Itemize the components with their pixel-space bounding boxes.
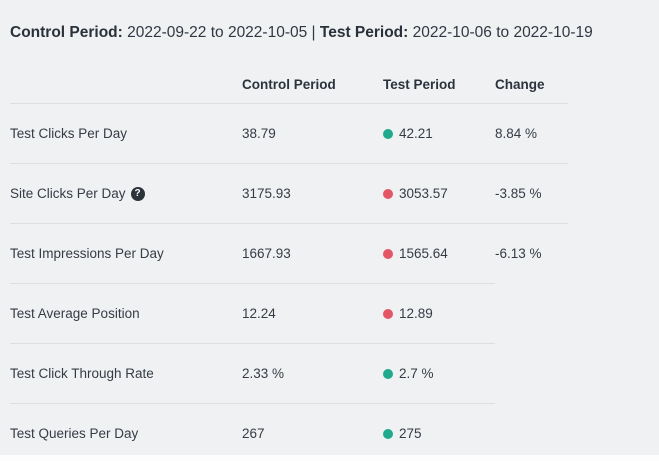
period-header: Control Period: 2022-09-22 to 2022-10-05… [0,0,659,44]
row-divider [10,343,495,344]
row-divider [10,163,568,164]
change-value: 8.84 % [495,126,538,141]
help-icon[interactable]: ? [130,186,145,201]
trend-dot-icon [383,428,393,439]
control-value: 2.33 % [242,366,285,381]
test-value-cell: 2.7 % [383,366,495,381]
table-row: Test Click Through Rate 2.33 % 2.7 % [10,344,568,403]
trend-dot-icon [383,188,393,199]
metric-label: Site Clicks Per Day [10,186,126,201]
table-row: Test Clicks Per Day 38.79 42.21 8.84 % [10,104,568,163]
control-value: 38.79 [242,126,276,141]
test-value-cell: 1565.64 [383,246,495,261]
test-value: 1565.64 [399,246,448,261]
metric-cell: Test Impressions Per Day [10,246,242,261]
control-value: 3175.93 [242,186,291,201]
row-divider [10,223,568,224]
header-control-period: Control Period [242,77,336,92]
test-value: 275 [399,426,422,441]
test-value: 3053.57 [399,186,448,201]
metric-label: Test Click Through Rate [10,366,154,381]
row-divider [10,403,495,404]
test-value-cell: 3053.57 [383,186,495,201]
header-test-period: Test Period [383,77,456,92]
table-row: Test Average Position 12.24 12.89 [10,284,568,343]
test-period-dates: 2022-10-06 to 2022-10-19 [408,24,593,41]
test-value: 42.21 [399,126,433,141]
metric-label: Test Queries Per Day [10,426,139,441]
trend-dot-icon [383,248,393,259]
trend-dot-icon [383,368,393,379]
header-divider [10,103,568,104]
test-value: 2.7 % [399,366,434,381]
table-row: Test Queries Per Day 267 275 [10,404,568,455]
metric-cell: Test Clicks Per Day [10,126,242,141]
table-header-row: Control Period Test Period Change [10,66,568,103]
metric-cell: Test Queries Per Day [10,426,242,441]
control-period-dates: 2022-09-22 to 2022-10-05 [122,24,312,41]
control-period-label: Control Period: [10,24,123,41]
metric-cell: Test Average Position [10,306,242,321]
control-value: 12.24 [242,306,276,321]
control-value: 1667.93 [242,246,291,261]
metric-cell: Test Click Through Rate [10,366,242,381]
metric-label: Test Clicks Per Day [10,126,128,141]
test-value-cell: 42.21 [383,126,495,141]
metric-cell: Site Clicks Per Day ? [10,186,242,201]
trend-dot-icon [383,308,393,319]
control-value: 267 [242,426,265,441]
test-period-label: Test Period: [319,24,409,41]
metric-label: Test Impressions Per Day [10,246,164,261]
bottom-strip [0,455,659,461]
trend-dot-icon [383,128,393,139]
period-separator: | [311,24,320,41]
metric-label: Test Average Position [10,306,140,321]
table-row: Test Impressions Per Day 1667.93 1565.64… [10,224,568,283]
test-value: 12.89 [399,306,433,321]
test-value-cell: 275 [383,426,495,441]
test-value-cell: 12.89 [383,306,495,321]
change-value: -3.85 % [495,186,542,201]
change-value: -6.13 % [495,246,542,261]
row-divider [10,283,495,284]
header-change: Change [495,77,545,92]
table-row: Site Clicks Per Day ? 3175.93 3053.57 -3… [10,164,568,223]
metrics-table: Control Period Test Period Change Test C… [10,66,568,455]
